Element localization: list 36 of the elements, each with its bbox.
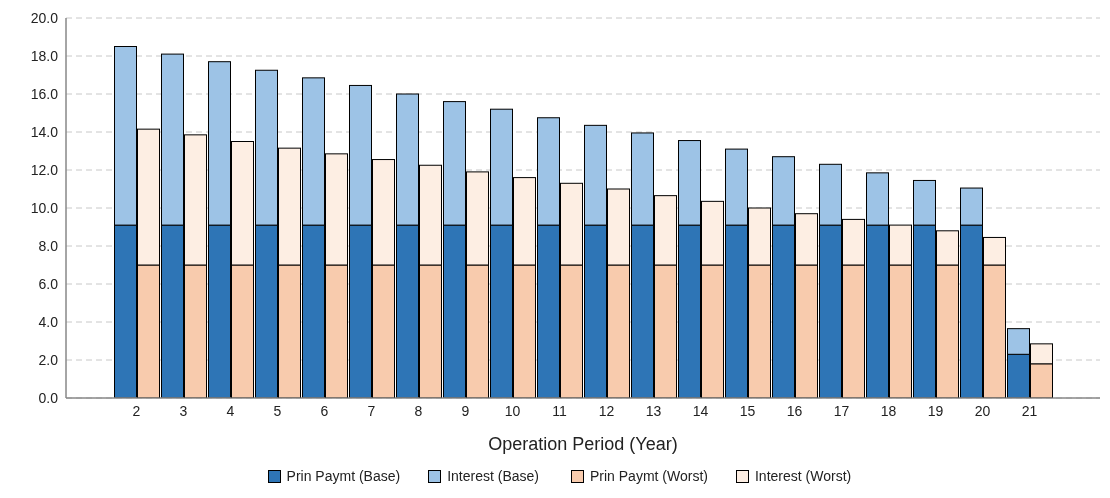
y-tick-label: 4.0 (38, 313, 59, 330)
x-tick-label: 15 (739, 402, 756, 419)
x-tick-label: 3 (179, 402, 188, 419)
y-tick-label: 12.0 (30, 161, 59, 178)
y-tick-label: 6.0 (38, 275, 59, 292)
x-tick-label: 14 (692, 402, 709, 419)
y-tick-label: 18.0 (30, 47, 59, 64)
x-axis-title: Operation Period (Year) (488, 434, 678, 454)
x-tick-label: 4 (226, 402, 235, 419)
x-tick-label: 18 (880, 402, 897, 419)
legend-label: Prin Paymt (Base) (285, 468, 401, 484)
x-tick-label: 11 (552, 402, 567, 419)
legend-label: Prin Paymt (Worst) (589, 468, 708, 484)
x-tick-label: 19 (927, 402, 944, 419)
y-tick-label: 20.0 (30, 9, 59, 26)
y-tick-label: 16.0 (30, 85, 59, 102)
y-tick-label: 10.0 (30, 199, 59, 216)
x-tick-label: 9 (461, 402, 470, 419)
x-tick-label: 5 (273, 402, 282, 419)
legend-label: Interest (Base) (446, 468, 539, 484)
x-tick-label: 6 (320, 402, 329, 419)
x-tick-label: 10 (504, 402, 521, 419)
x-tick-label: 8 (414, 402, 423, 419)
y-tick-label: 14.0 (30, 123, 59, 140)
y-tick-label: 2.0 (38, 351, 59, 368)
x-tick-label: 7 (367, 402, 376, 419)
x-tick-label: 17 (833, 402, 850, 419)
x-tick-label: 16 (786, 402, 803, 419)
legend-label: Interest (Worst) (754, 468, 852, 484)
y-tick-label: 0.0 (38, 389, 59, 406)
x-tick-label: 12 (598, 402, 615, 419)
x-tick-label: 20 (974, 402, 991, 419)
x-tick-label: 13 (645, 402, 662, 419)
x-tick-label: 21 (1021, 402, 1038, 419)
y-tick-label: 8.0 (38, 237, 59, 254)
x-tick-label: 2 (132, 402, 141, 419)
